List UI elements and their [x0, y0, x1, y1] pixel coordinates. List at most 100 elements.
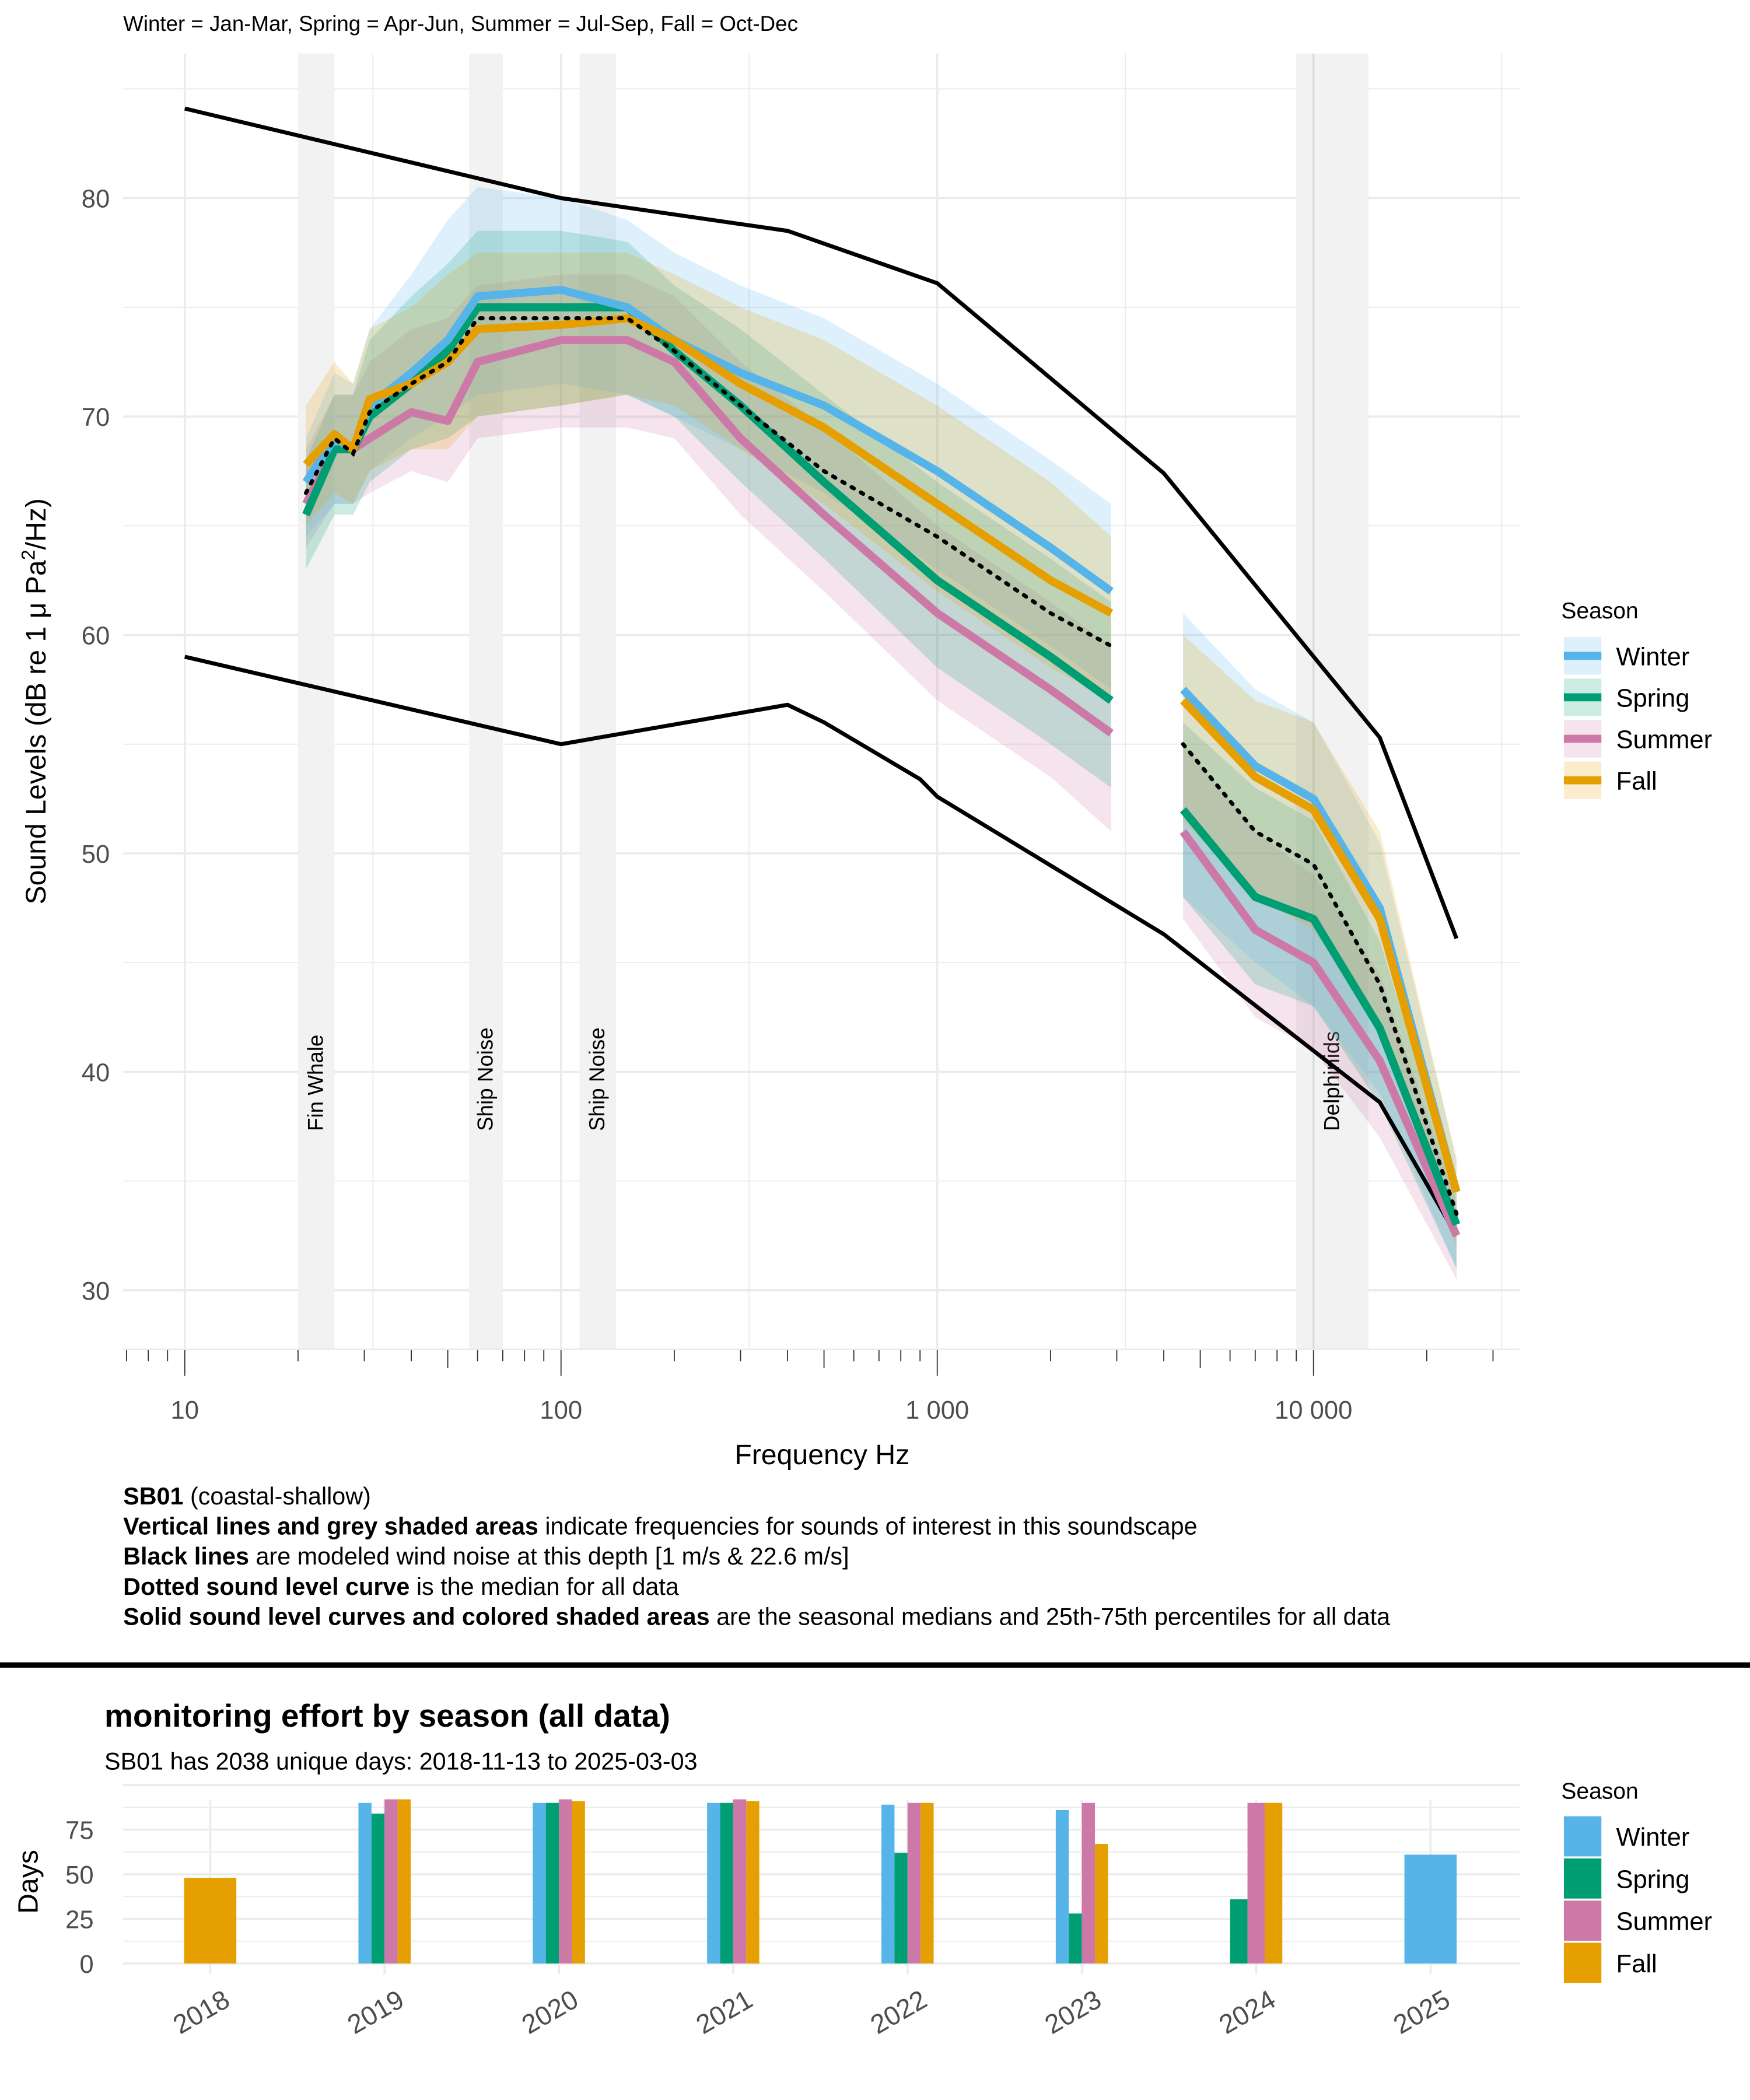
y-tick-label: 60 [82, 622, 110, 650]
legend-key [1563, 1901, 1602, 1941]
note-line: Solid sound level curves and colored sha… [123, 1603, 1390, 1630]
percentile-band-summer [1183, 744, 1457, 1280]
percentile-band-winter [306, 187, 1111, 690]
legend-key [1563, 1816, 1602, 1857]
bar-fall-2021 [746, 1801, 760, 1964]
x-tick-label: 2018 [168, 1984, 235, 2040]
legend-label: Summer [1616, 1908, 1712, 1936]
y-tick-label: 25 [65, 1906, 94, 1934]
legend-label: Fall [1616, 1950, 1657, 1978]
x-tick-label: 2020 [516, 1984, 583, 2040]
bar-fall-2024 [1265, 1803, 1283, 1964]
legend-label: Winter [1616, 1824, 1689, 1852]
bar-spring-2024 [1230, 1899, 1248, 1964]
sound-of-interest-region [298, 53, 335, 1349]
bar-winter-2022 [881, 1804, 895, 1964]
effort-legend: Season Winter Spring Summer Fall [1561, 1779, 1712, 1983]
legend-key [1563, 1943, 1602, 1983]
y-tick-label: 50 [65, 1861, 94, 1889]
bar-winter-2023 [1055, 1810, 1069, 1964]
bar-spring-2019 [371, 1814, 385, 1964]
bar-spring-2021 [720, 1803, 733, 1964]
region-label: Ship Noise [474, 1027, 498, 1130]
note-line: Vertical lines and grey shaded areas ind… [123, 1513, 1197, 1540]
spectrum-plot: Fin Whale Ship Noise Ship Noise Delphinids 3… [82, 53, 1520, 1424]
bar-winter-2021 [707, 1803, 720, 1964]
days-axis-label: Days [12, 1850, 44, 1914]
median-line-summer [1180, 829, 1461, 1238]
x-tick-label: 10 [171, 1396, 200, 1424]
bar-winter-2025 [1404, 1854, 1457, 1964]
note-text: indicate frequencies for sounds of inter… [538, 1513, 1198, 1540]
region-label: Ship Noise [585, 1027, 609, 1130]
bar-spring-2023 [1069, 1913, 1082, 1964]
bar-summer-2019 [384, 1799, 398, 1964]
note-bold: Dotted sound level curve [123, 1573, 410, 1600]
overall-median-line [304, 316, 1114, 648]
x-tick-label: 2022 [865, 1984, 932, 2040]
bar-fall-2023 [1095, 1844, 1108, 1964]
legend-label: Spring [1616, 684, 1689, 712]
legend-key [1563, 1858, 1602, 1899]
bar-spring-2022 [894, 1853, 908, 1964]
note-bold: Black lines [123, 1543, 249, 1570]
y-tick-label: 50 [82, 841, 110, 869]
legend-title: Season [1561, 598, 1638, 624]
bar-summer-2022 [907, 1803, 921, 1964]
note-line: SB01 (coastal-shallow) [123, 1483, 371, 1510]
median-line-fall [303, 314, 1114, 617]
note-text: (coastal-shallow) [184, 1483, 371, 1510]
x-tick-label: 2024 [1214, 1984, 1280, 2040]
note-bold: SB01 [123, 1483, 183, 1510]
sound-of-interest-region [1296, 53, 1368, 1349]
legend-label: Spring [1616, 1866, 1689, 1894]
percentile-band-summer [306, 274, 1111, 832]
overall-median-line [1181, 742, 1459, 1216]
x-tick-label: 2021 [691, 1984, 757, 2040]
bar-fall-2019 [397, 1799, 411, 1964]
bar-winter-2019 [358, 1803, 372, 1964]
legend-title: Season [1561, 1779, 1638, 1804]
notes: SB01 (coastal-shallow) Vertical lines and… [123, 1483, 1390, 1630]
bar-summer-2021 [733, 1799, 747, 1964]
percentile-band-spring [1183, 722, 1457, 1269]
region-label: Delphinids [1320, 1031, 1344, 1130]
median-line-fall [1180, 698, 1461, 1194]
note-text: are the seasonal medians and 25th-75th p… [710, 1603, 1390, 1630]
y-tick-label: 70 [82, 404, 110, 432]
y-tick-label: 30 [82, 1278, 110, 1306]
wind-noise-low-line [184, 654, 1458, 1237]
y-axis-label: Sound Levels (dB re 1 μ Pa2/Hz) [18, 498, 52, 904]
season-legend: Season Winter Spring Summer Fall [1561, 598, 1712, 799]
y-tick-label: 0 [79, 1951, 93, 1979]
percentile-band-fall [1183, 635, 1457, 1247]
x-tick-label: 2019 [342, 1984, 409, 2040]
x-tick-label: 10 000 [1275, 1396, 1352, 1424]
note-line: Dotted sound level curve is the median f… [123, 1573, 679, 1600]
legend-label: Fall [1616, 768, 1657, 796]
median-line-spring [1180, 807, 1461, 1226]
y-tick-label: 40 [82, 1059, 110, 1087]
bar-fall-2022 [921, 1803, 934, 1964]
legend-label: Winter [1616, 643, 1689, 671]
x-tick-label: 2025 [1388, 1984, 1455, 2040]
effort-bar-chart: 2018 2019 2020 2021 2022 2023 2024 2025 0 25 50 75 [65, 1784, 1520, 2040]
region-label: Fin Whale [304, 1035, 328, 1131]
x-axis-label: Frequency Hz [734, 1439, 909, 1471]
note-text: is the median for all data [410, 1573, 679, 1600]
wind-noise-high-line [184, 106, 1459, 940]
bar-summer-2024 [1247, 1803, 1265, 1964]
note-text: are modeled wind noise at this depth [1 … [249, 1543, 849, 1570]
bar-summer-2020 [559, 1799, 572, 1964]
legend-label: Summer [1616, 726, 1712, 754]
effort-title: monitoring effort by season (all data) [104, 1698, 670, 1734]
bar-winter-2020 [533, 1803, 546, 1964]
x-tick-label: 1 000 [905, 1396, 969, 1424]
note-bold: Solid sound level curves and colored sha… [123, 1603, 709, 1630]
bar-summer-2023 [1082, 1803, 1096, 1964]
effort-subtitle: SB01 has 2038 unique days: 2018-11-13 to… [104, 1748, 698, 1774]
note-line: Black lines are modeled wind noise at th… [123, 1543, 849, 1570]
top-caption: Winter = Jan-Mar, Spring = Apr-Jun, Summ… [123, 12, 798, 36]
y-tick-label: 75 [65, 1817, 94, 1845]
